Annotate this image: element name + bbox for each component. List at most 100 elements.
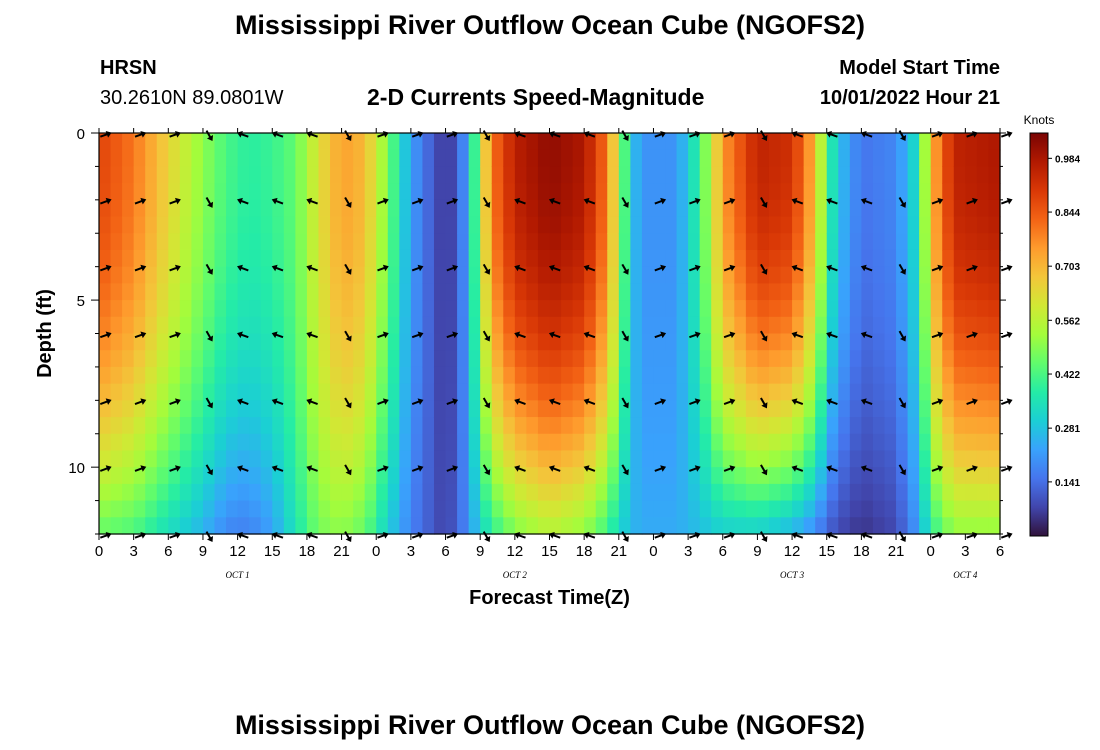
heatmap-cell [572, 133, 585, 151]
heatmap-cell [480, 500, 493, 518]
heatmap-cell [665, 133, 678, 151]
heatmap-cell [896, 149, 909, 168]
heatmap-cell [387, 517, 400, 535]
heatmap-cell [306, 350, 320, 368]
heatmap-cell [353, 366, 366, 385]
heatmap-cell [283, 300, 296, 318]
heatmap-cell [734, 417, 747, 435]
heatmap-cell [722, 517, 735, 535]
heatmap-cell [306, 450, 320, 468]
heatmap-cell [433, 333, 447, 351]
heatmap-cell [202, 249, 216, 268]
heatmap-cell [387, 300, 400, 318]
heatmap-cell [699, 249, 712, 268]
y-tick-label: 5 [77, 293, 85, 310]
heatmap-cell [480, 366, 493, 385]
heatmap-cell [595, 199, 608, 218]
heatmap-cell [676, 333, 689, 351]
heatmap-cell [757, 383, 770, 401]
heatmap-cell [792, 199, 805, 218]
heatmap-cell [768, 266, 782, 284]
heatmap-cell [665, 183, 678, 201]
heatmap-cell [491, 450, 504, 468]
heatmap-cell [537, 366, 551, 385]
heatmap-cell [815, 500, 828, 518]
heatmap-cell [457, 183, 470, 201]
current-arrow [306, 264, 318, 272]
heatmap-cell [572, 333, 585, 351]
heatmap-cell [630, 417, 643, 435]
heatmap-cell [826, 199, 839, 218]
heatmap-cell [861, 300, 874, 318]
heatmap-cell [457, 417, 470, 435]
heatmap-cell [491, 266, 504, 284]
heatmap-cell [514, 183, 527, 201]
current-arrow [966, 264, 978, 272]
heatmap-cell [745, 350, 759, 368]
heatmap-cell [861, 483, 874, 502]
heatmap-cell [688, 216, 701, 234]
heatmap-cell [387, 383, 400, 401]
heatmap-cell [110, 400, 123, 418]
current-arrow [205, 464, 214, 476]
heatmap-cell [734, 333, 747, 351]
heatmap-cell [514, 166, 527, 184]
heatmap-cell [283, 149, 296, 168]
heatmap-cell [711, 400, 724, 418]
heatmap-cell [745, 133, 759, 151]
heatmap-cell [896, 433, 909, 452]
heatmap-cell [919, 249, 932, 268]
heatmap-cell [872, 133, 886, 151]
heatmap-cell [965, 366, 978, 385]
heatmap-cell [641, 500, 655, 518]
heatmap-cell [537, 283, 551, 301]
heatmap-cell [792, 433, 805, 452]
heatmap-cell [907, 350, 920, 368]
heatmap-cell [826, 316, 839, 335]
heatmap-cell [353, 166, 366, 184]
heatmap-cell [422, 366, 435, 385]
current-arrow [689, 398, 701, 405]
heatmap-cell [387, 467, 400, 485]
heatmap-cell [584, 366, 597, 385]
heatmap-cell [122, 450, 135, 468]
heatmap-cell [387, 149, 400, 168]
heatmap-cell [780, 366, 793, 385]
heatmap-cell [503, 400, 516, 418]
heatmap-cell [445, 417, 458, 435]
heatmap-cell [376, 149, 389, 168]
heatmap-cell [618, 517, 631, 535]
current-arrow [99, 465, 112, 472]
heatmap-cell [976, 350, 990, 368]
heatmap-cell [768, 300, 782, 318]
heatmap-cell [561, 467, 574, 485]
heatmap-cell [249, 467, 262, 485]
heatmap-cell [861, 316, 874, 335]
heatmap-cell [422, 483, 435, 502]
heatmap-cell [526, 383, 539, 401]
heatmap-cell [826, 283, 839, 301]
heatmap-cell [330, 133, 343, 151]
heatmap-cell [745, 366, 759, 385]
heatmap-cell [699, 350, 712, 368]
heatmap-cell [330, 249, 343, 268]
heatmap-cell [318, 216, 331, 234]
heatmap-cell [561, 417, 574, 435]
heatmap-cell [618, 283, 631, 301]
heatmap-cell [387, 183, 400, 201]
heatmap-cell [607, 350, 620, 368]
heatmap-cell [953, 417, 966, 435]
heatmap-cell [965, 500, 978, 518]
current-arrow [621, 196, 629, 208]
heatmap-cell [896, 233, 909, 251]
heatmap-cell [757, 283, 770, 301]
current-arrow [134, 264, 147, 272]
heatmap-cell [815, 166, 828, 184]
heatmap-cell [549, 467, 562, 485]
heatmap-cell [757, 233, 770, 251]
heatmap-cell [295, 483, 308, 502]
heatmap-cell [272, 316, 285, 335]
current-arrow [723, 264, 736, 272]
heatmap-cell [457, 166, 470, 184]
heatmap-cell [122, 366, 135, 385]
